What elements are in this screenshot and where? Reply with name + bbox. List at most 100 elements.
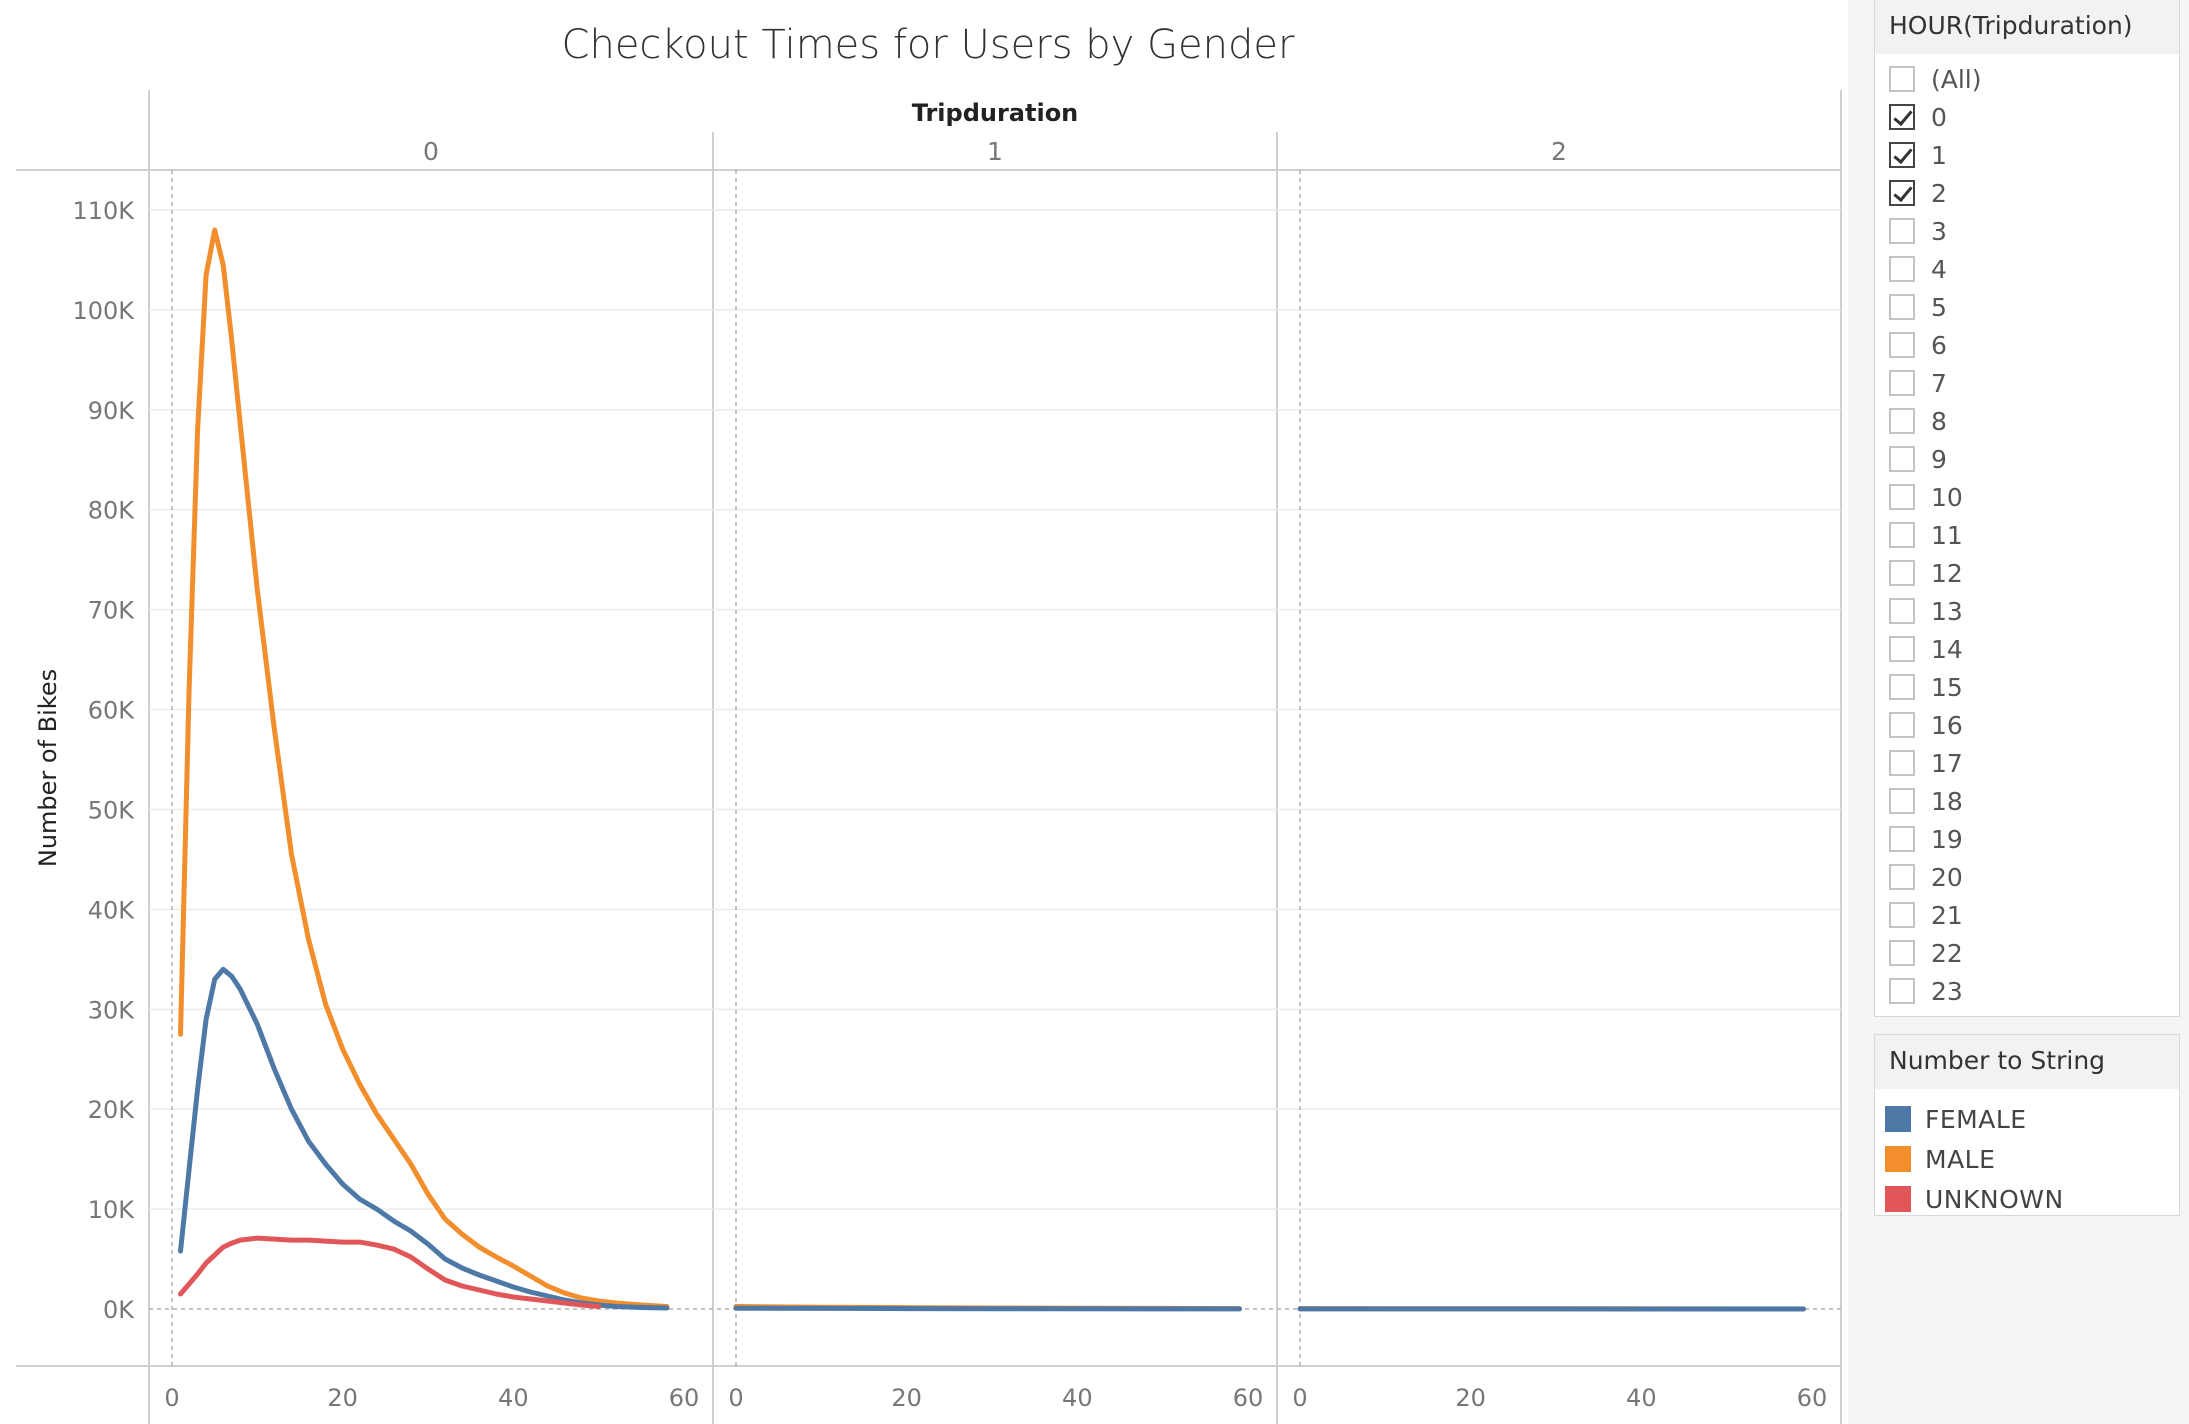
checkbox-icon[interactable] [1889,712,1915,738]
filter-item-label: 18 [1931,786,1963,816]
filter-item-label: 10 [1931,482,1963,512]
x-tick-label-p2-0: 0 [1292,1384,1307,1412]
checkbox-icon[interactable] [1889,750,1915,776]
checkbox-icon[interactable] [1889,370,1915,396]
filter-item-15[interactable]: 15 [1875,668,2179,706]
legend-swatch [1885,1146,1911,1172]
checkbox-icon[interactable] [1889,218,1915,244]
filter-item-18[interactable]: 18 [1875,782,2179,820]
y-tick-label-6: 60K [88,697,136,725]
y-tick-label-8: 80K [88,497,136,525]
legend-item-unknown[interactable]: UNKNOWN [1875,1179,2179,1219]
checkbox-icon[interactable] [1889,636,1915,662]
filter-item-all[interactable]: (All) [1875,60,2179,98]
y-tick-label-0: 0K [103,1296,135,1324]
checkbox-icon[interactable] [1889,294,1915,320]
checkbox-icon[interactable] [1889,522,1915,548]
filter-item-13[interactable]: 13 [1875,592,2179,630]
filter-item-20[interactable]: 20 [1875,858,2179,896]
chart-frame [16,90,1842,1424]
checkbox-icon[interactable] [1889,978,1915,1004]
filter-item-2[interactable]: 2 [1875,174,2179,212]
x-tick-label-p0-2: 40 [498,1384,529,1412]
filter-item-23[interactable]: 23 [1875,972,2179,1010]
facet-header-title: Tripduration [912,99,1079,127]
filter-list: (All) 0 1 2 3 4 5 6 7 8 9 10 11 12 13 14 15 16 17 18 19 20 21 2… [1875,54,2179,1010]
filter-item-label: (All) [1931,64,1982,94]
filter-item-label: 4 [1931,254,1947,284]
checkbox-icon[interactable] [1889,940,1915,966]
checkbox-icon[interactable] [1889,66,1915,92]
filter-item-4[interactable]: 4 [1875,250,2179,288]
filter-item-label: 14 [1931,634,1963,664]
filter-item-label: 0 [1931,102,1947,132]
checkbox-icon[interactable] [1889,256,1915,282]
y-tick-label-10: 100K [72,297,135,325]
checkbox-icon[interactable] [1889,180,1915,206]
filter-item-label: 1 [1931,140,1947,170]
checkbox-icon[interactable] [1889,864,1915,890]
filter-item-17[interactable]: 17 [1875,744,2179,782]
filter-item-0[interactable]: 0 [1875,98,2179,136]
x-tick-label-p0-1: 20 [327,1384,358,1412]
y-tick-label-3: 30K [88,996,136,1024]
y-tick-label-4: 40K [88,896,136,924]
filter-item-19[interactable]: 19 [1875,820,2179,858]
y-tick-label-9: 90K [88,397,136,425]
checkbox-icon[interactable] [1889,560,1915,586]
filter-item-label: 5 [1931,292,1947,322]
checkbox-icon[interactable] [1889,674,1915,700]
y-axis: 0K 10K 20K 30K 40K 50K 60K 70K 80K 90K 100K 110K [72,197,135,1324]
filter-item-label: 23 [1931,976,1963,1006]
filter-item-8[interactable]: 8 [1875,402,2179,440]
filter-item-21[interactable]: 21 [1875,896,2179,934]
filter-item-10[interactable]: 10 [1875,478,2179,516]
checkbox-icon[interactable] [1889,484,1915,510]
chart-area: Checkout Times for Users by Gender Tripd… [16,22,1842,1424]
checkbox-icon[interactable] [1889,788,1915,814]
filter-item-label: 19 [1931,824,1963,854]
filter-item-6[interactable]: 6 [1875,326,2179,364]
checkbox-icon[interactable] [1889,598,1915,624]
filter-item-7[interactable]: 7 [1875,364,2179,402]
checkbox-icon[interactable] [1889,902,1915,928]
filter-item-16[interactable]: 16 [1875,706,2179,744]
x-tick-label-p2-1: 20 [1455,1384,1486,1412]
x-tick-label-p1-2: 40 [1062,1384,1093,1412]
series-line-unknown-facet-0 [178,1235,602,1309]
filter-item-9[interactable]: 9 [1875,440,2179,478]
y-tick-label-2: 20K [88,1096,136,1124]
grid-lines [149,170,1841,1366]
legend-label: FEMALE [1925,1104,2027,1134]
filter-item-label: 21 [1931,900,1963,930]
filter-item-1[interactable]: 1 [1875,136,2179,174]
filter-item-label: 3 [1931,216,1947,246]
legend-item-male[interactable]: MALE [1875,1139,2179,1179]
facet-label-2: 2 [1551,137,1567,166]
checkbox-icon[interactable] [1889,408,1915,434]
filter-item-5[interactable]: 5 [1875,288,2179,326]
filter-item-11[interactable]: 11 [1875,516,2179,554]
checkbox-icon[interactable] [1889,332,1915,358]
series-line-male-facet-0 [178,227,670,1309]
y-tick-label-7: 70K [88,597,136,625]
filter-item-label: 22 [1931,938,1963,968]
filter-item-12[interactable]: 12 [1875,554,2179,592]
legend-label: MALE [1925,1144,1996,1174]
filter-item-label: 9 [1931,444,1947,474]
checkbox-icon[interactable] [1889,104,1915,130]
filter-item-14[interactable]: 14 [1875,630,2179,668]
checkbox-icon[interactable] [1889,446,1915,472]
legend-item-female[interactable]: FEMALE [1875,1099,2179,1139]
y-tick-label-5: 50K [88,796,136,824]
legend-label: UNKNOWN [1925,1184,2064,1214]
x-tick-label-p1-3: 60 [1233,1384,1264,1412]
filter-item-3[interactable]: 3 [1875,212,2179,250]
series-line-female-facet-1 [733,1305,1242,1312]
x-tick-label-p0-3: 60 [669,1384,700,1412]
filter-item-22[interactable]: 22 [1875,934,2179,972]
chart-title: Checkout Times for Users by Gender [562,22,1295,68]
filter-item-label: 8 [1931,406,1947,436]
checkbox-icon[interactable] [1889,142,1915,168]
checkbox-icon[interactable] [1889,826,1915,852]
